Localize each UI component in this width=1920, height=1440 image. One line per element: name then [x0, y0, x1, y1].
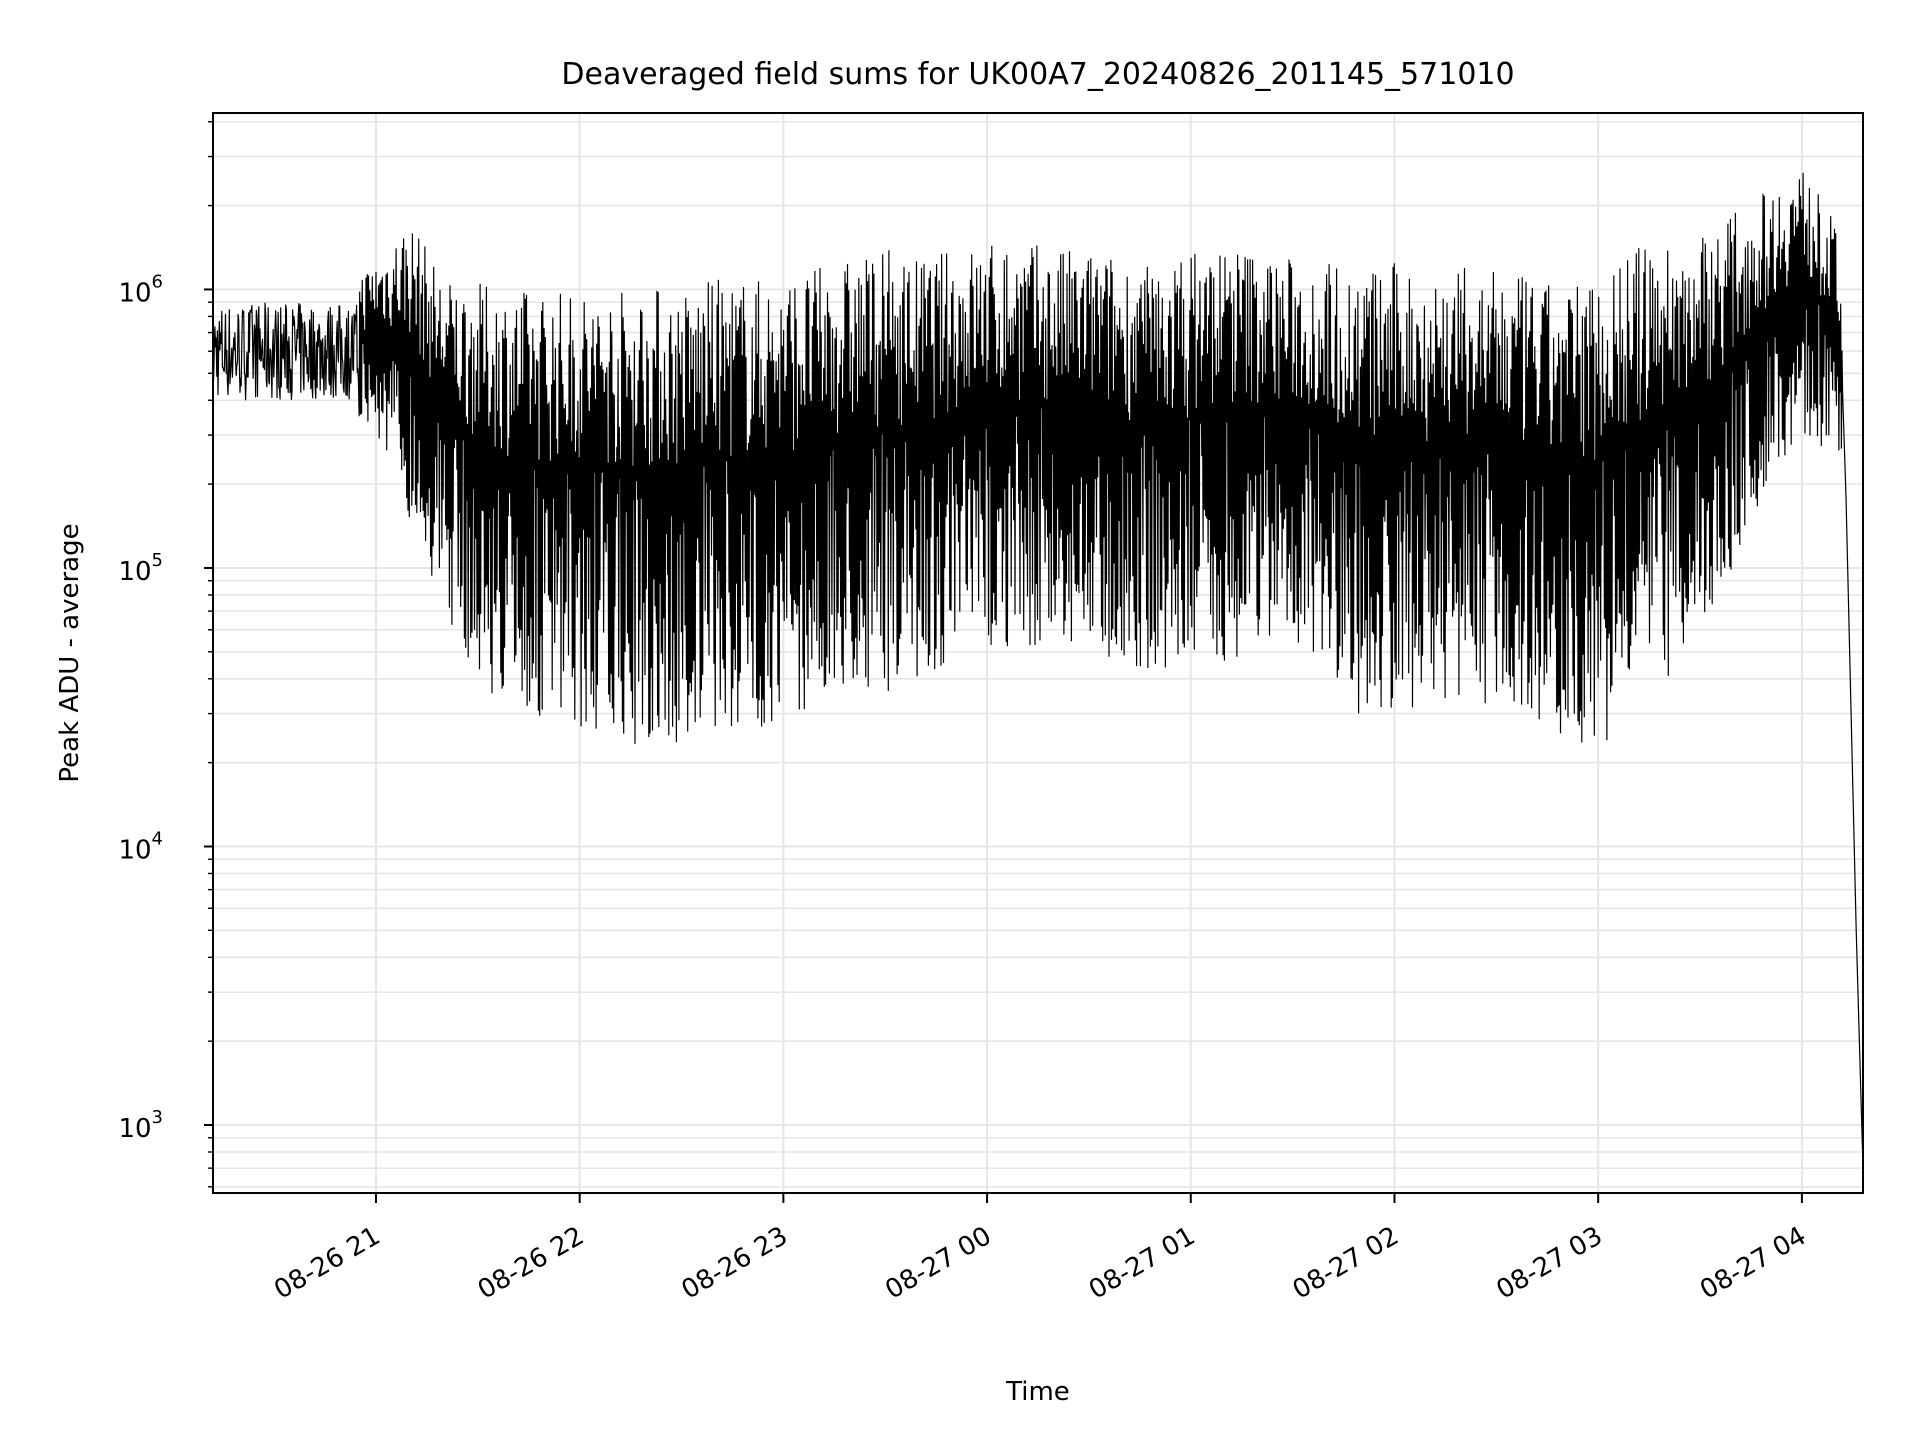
y-tick-label: 105: [118, 550, 163, 587]
y-tick-exponent: 3: [152, 1107, 163, 1128]
y-tick-label: 104: [118, 828, 163, 865]
y-tick-label: 103: [118, 1107, 163, 1144]
series-layer: [213, 172, 1863, 1169]
y-tick-label: 106: [118, 271, 163, 308]
x-axis-label: Time: [1005, 1377, 1070, 1407]
series-line: [213, 172, 1863, 1169]
y-tick-base: 10: [118, 835, 151, 865]
y-tick-exponent: 5: [152, 550, 163, 571]
y-tick-base: 10: [118, 557, 151, 587]
y-tick-exponent: 4: [152, 828, 163, 849]
chart-title: Deaveraged field sums for UK00A7_2024082…: [561, 57, 1514, 92]
y-tick-base: 10: [118, 1114, 151, 1144]
y-axis-label: Peak ADU - average: [55, 523, 85, 782]
y-tick-base: 10: [118, 278, 151, 308]
y-tick-exponent: 6: [152, 271, 163, 292]
plot-frame: [212, 112, 1864, 1194]
